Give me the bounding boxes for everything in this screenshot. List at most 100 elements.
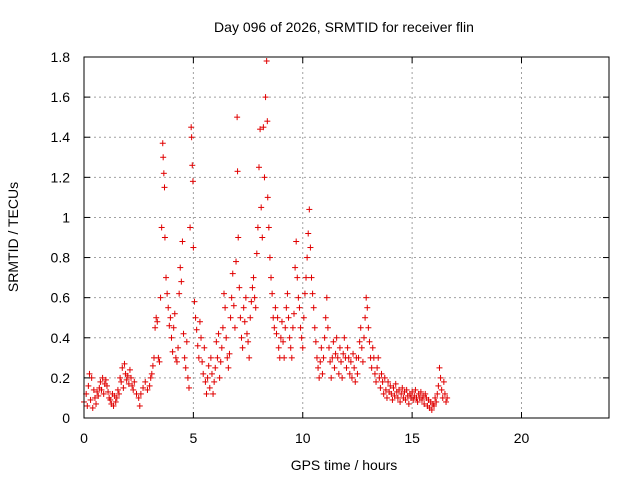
data-point: [351, 364, 358, 371]
data-point: [196, 318, 203, 325]
data-point: [371, 370, 378, 377]
data-point: [158, 224, 165, 231]
data-point: [334, 354, 341, 361]
data-point: [179, 238, 186, 245]
data-point: [99, 374, 106, 381]
data-point: [181, 354, 188, 361]
data-point: [136, 402, 143, 409]
data-point: [421, 400, 428, 407]
data-point: [161, 184, 168, 191]
data-point: [212, 364, 219, 371]
y-tick-label: 0: [62, 410, 70, 426]
data-point: [137, 390, 144, 397]
data-point: [113, 394, 120, 401]
data-point: [417, 388, 424, 395]
data-point: [231, 324, 238, 331]
data-point: [365, 324, 372, 331]
data-point: [299, 344, 306, 351]
data-point: [166, 322, 173, 329]
data-point: [144, 386, 151, 393]
data-point: [364, 304, 371, 311]
data-point: [326, 344, 332, 351]
data-point: [307, 244, 314, 251]
data-point: [410, 396, 417, 403]
data-point: [322, 314, 329, 321]
data-point: [330, 338, 337, 345]
data-point: [105, 388, 112, 395]
data-point: [374, 364, 381, 371]
y-tick-label: 1.2: [51, 169, 71, 185]
data-point: [317, 358, 324, 365]
y-tick-label: 1.8: [51, 49, 71, 65]
data-point: [167, 314, 174, 321]
data-point: [345, 354, 352, 361]
data-point: [350, 350, 357, 357]
data-point: [356, 338, 363, 345]
data-point: [258, 204, 265, 211]
data-point: [264, 194, 271, 201]
data-point: [130, 386, 137, 393]
data-point: [86, 370, 93, 377]
data-point: [389, 396, 396, 403]
data-point: [178, 278, 185, 285]
data-point: [175, 344, 182, 351]
data-point: [348, 374, 355, 381]
y-axis-label: SRMTID / TECUs: [5, 182, 21, 292]
data-point: [282, 324, 289, 331]
data-point: [237, 314, 244, 321]
data-point: [149, 362, 156, 369]
data-point: [409, 388, 416, 395]
data-point: [182, 364, 189, 371]
data-point: [94, 388, 101, 395]
data-point: [288, 354, 295, 361]
data-point: [222, 304, 229, 311]
data-point: [171, 310, 178, 317]
data-point: [405, 400, 412, 407]
data-point: [216, 374, 223, 381]
data-point: [385, 378, 392, 385]
data-point: [444, 394, 451, 401]
data-point: [440, 378, 447, 385]
data-point: [119, 364, 126, 371]
data-point: [215, 330, 222, 337]
data-point: [359, 358, 366, 365]
data-point: [234, 168, 241, 175]
data-point: [329, 354, 336, 361]
data-point: [396, 386, 402, 393]
data-point: [102, 376, 109, 383]
data-point: [191, 298, 198, 305]
data-point: [148, 370, 155, 377]
data-point: [308, 274, 315, 281]
data-point: [268, 274, 275, 281]
data-point: [301, 290, 308, 297]
data-point: [159, 140, 166, 147]
data-point: [441, 390, 448, 397]
data-point: [219, 324, 226, 331]
data-point: [160, 170, 167, 177]
data-point: [328, 374, 335, 381]
data-point: [221, 290, 227, 297]
data-point: [146, 382, 153, 389]
data-point: [294, 274, 301, 281]
data-point: [363, 294, 370, 301]
data-point: [332, 350, 339, 357]
data-point: [414, 398, 421, 405]
data-point: [388, 390, 395, 397]
data-point: [241, 318, 248, 325]
y-tick-label: 0.4: [51, 330, 71, 346]
data-point: [156, 358, 163, 365]
data-point: [163, 274, 170, 281]
data-point: [198, 334, 205, 341]
data-point: [261, 174, 268, 181]
data-point: [274, 314, 281, 321]
data-point: [121, 360, 128, 367]
data-point: [284, 290, 291, 297]
data-point: [89, 404, 96, 411]
data-point: [403, 386, 410, 393]
data-point: [211, 378, 218, 385]
data-point: [304, 254, 311, 261]
data-point: [362, 314, 369, 321]
data-point: [123, 376, 130, 383]
y-tick-label: 0.2: [51, 370, 71, 386]
